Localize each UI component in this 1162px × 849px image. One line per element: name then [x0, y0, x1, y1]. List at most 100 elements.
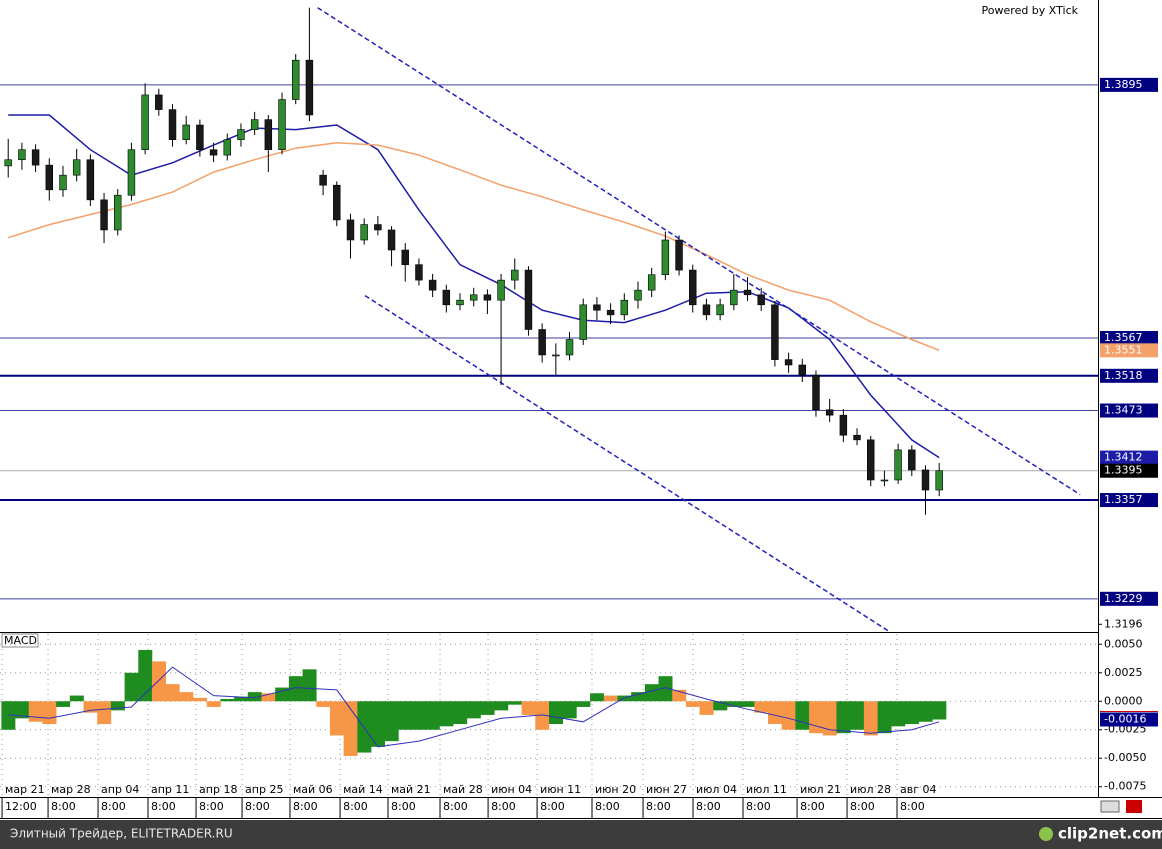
candle-body: [387, 229, 396, 251]
moving-average-label-box: [1100, 450, 1158, 465]
x-tick-date: июл 11: [746, 783, 787, 796]
histogram-bar: [549, 701, 563, 725]
histogram-bar: [480, 701, 495, 715]
y-tick-label: -0.0050: [1104, 751, 1146, 764]
histogram-bar: [138, 649, 153, 702]
level-label-box: [1100, 591, 1158, 606]
x-tick-date: июл 28: [850, 783, 891, 796]
x-tick-time: 8:00: [101, 800, 126, 813]
candle-body: [18, 149, 26, 161]
histogram-bar: [809, 701, 824, 734]
candle-body: [634, 289, 642, 301]
histogram-bar: [302, 669, 317, 702]
x-tick-date: июл 04: [696, 783, 737, 796]
histogram-bar: [83, 701, 98, 713]
histogram-bar: [69, 695, 84, 702]
current-price-label: 1.3395: [1104, 464, 1143, 477]
moving-average-label: 1.3412: [1104, 451, 1143, 464]
histogram-bar: [234, 696, 249, 702]
histogram-bar: [288, 676, 303, 702]
x-tick-time: 8:00: [491, 800, 516, 813]
histogram-bar: [768, 701, 783, 725]
candle-body: [647, 274, 656, 291]
histogram-bar: [316, 701, 331, 707]
x-tick-date: апр 25: [245, 783, 283, 796]
level-label: 1.3229: [1104, 592, 1143, 605]
candle-body: [155, 94, 163, 110]
candle-body: [114, 194, 122, 231]
x-tick-date: июл 21: [800, 783, 841, 796]
toolbar-icon[interactable]: [1100, 800, 1120, 813]
histogram-bar: [179, 692, 194, 702]
level-label: 1.3357: [1104, 493, 1143, 506]
x-tick-date: апр 11: [151, 783, 189, 796]
histogram-bar: [466, 701, 481, 719]
histogram-bar: [904, 701, 919, 725]
signal-line: [8, 666, 940, 748]
level-label-box: [1100, 368, 1158, 383]
candle-body: [442, 289, 451, 306]
x-tick-time: 8:00: [245, 800, 270, 813]
y-tick-label: 1.3196: [1104, 617, 1143, 630]
candle-body: [428, 279, 437, 291]
candle-body: [45, 164, 54, 191]
x-tick-date: май 28: [443, 783, 483, 796]
histogram-bar: [220, 698, 235, 702]
histogram-bar: [603, 695, 618, 702]
moving-average: [8, 114, 940, 459]
footer-source: Элитный Трейдер, ELITETRADER.RU: [10, 827, 233, 841]
candle-body: [209, 149, 218, 156]
candle-body: [127, 149, 136, 196]
histogram-bar: [124, 672, 139, 702]
x-tick-time: 8:00: [696, 800, 721, 813]
candle-body: [182, 124, 190, 140]
candle-body: [908, 449, 916, 471]
histogram-bar: [357, 701, 372, 753]
level-label-box: [1100, 330, 1158, 345]
candle-body: [415, 264, 423, 281]
x-tick-time: 8:00: [800, 800, 825, 813]
x-tick-date: авг 04: [900, 783, 937, 796]
y-tick-label: 0.0000: [1104, 694, 1143, 707]
histogram-bar: [494, 701, 509, 711]
candle-body: [702, 304, 711, 316]
histogram-bar: [617, 695, 632, 702]
x-tick-time: 8:00: [595, 800, 620, 813]
x-tick-date: апр 04: [101, 783, 139, 796]
exit-icon[interactable]: [1126, 800, 1142, 813]
x-tick-time: 8:00: [850, 800, 875, 813]
candle-body: [839, 414, 848, 436]
histogram-bar: [42, 701, 57, 725]
histogram-bar: [740, 701, 755, 707]
candle-body: [921, 469, 930, 491]
candle-body: [86, 159, 95, 201]
candle-body: [196, 124, 204, 151]
histogram-bar: [97, 701, 112, 725]
histogram-bar: [56, 701, 71, 707]
candle-body: [743, 289, 752, 296]
histogram-bar: [822, 701, 837, 736]
candle-body: [689, 269, 697, 306]
candle-body: [278, 99, 286, 151]
powered-by: Powered by XTick: [982, 4, 1079, 17]
x-tick-date: май 06: [293, 783, 333, 796]
candle-body: [730, 289, 738, 306]
x-tick-time: 12:00: [5, 800, 37, 813]
histogram-bar: [28, 701, 43, 722]
histogram-bar: [110, 701, 125, 711]
x-tick-time: 8:00: [646, 800, 671, 813]
histogram-bar: [713, 701, 728, 711]
candle-body: [757, 294, 765, 306]
histogram-bar: [795, 701, 810, 730]
candle-body: [401, 249, 409, 265]
candle-body: [593, 304, 601, 311]
level-label-box: [1100, 77, 1158, 92]
x-tick-date: мар 21: [5, 783, 45, 796]
histogram-bar: [261, 693, 276, 702]
candle-body: [360, 224, 368, 241]
candle-body: [456, 299, 464, 306]
y-tick-label: 0.0025: [1104, 666, 1143, 679]
